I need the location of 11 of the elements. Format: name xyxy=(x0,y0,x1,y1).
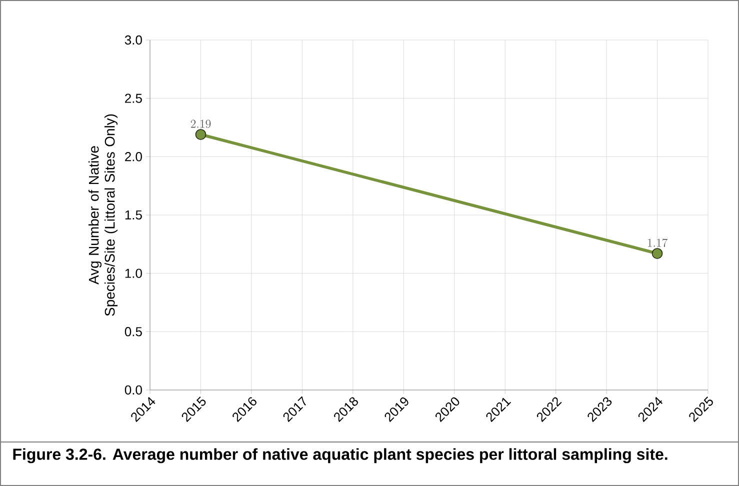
y-tick-label: 0.5 xyxy=(124,327,142,336)
y-tick-label: 2.0 xyxy=(125,152,142,162)
data-label: 1 . 17 xyxy=(648,238,668,248)
y-tick-label: 1.0 xyxy=(125,268,142,278)
caption: Figure 3.2-6. Average number of native aquatic plant species per littoral sampling site. xyxy=(13,448,668,464)
y-tick-label: 3.0 xyxy=(124,35,142,45)
y-axis-title: Avg Number of Native Species/Site (Littoral Sites Only) xyxy=(88,114,118,316)
y-tick-label: 1.5 xyxy=(125,210,142,220)
data-label: 2. 19 xyxy=(190,120,211,128)
y-tick-label: 0.0 xyxy=(124,385,142,395)
y-tick-label: 2.5 xyxy=(125,94,142,103)
